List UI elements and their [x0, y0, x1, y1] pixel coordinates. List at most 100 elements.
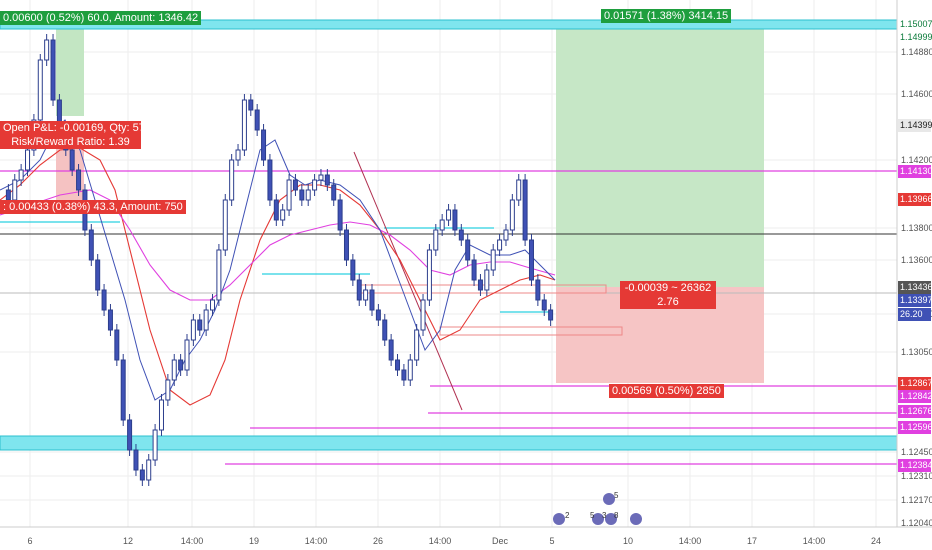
ma-red — [0, 147, 556, 406]
candle — [69, 149, 75, 171]
candle — [101, 289, 107, 311]
candle — [203, 309, 209, 331]
candle — [37, 59, 43, 121]
time-tick-label: Dec — [491, 536, 509, 546]
history-target-label: 0.00600 (0.52%) 60.0, Amount: 1346.42 — [0, 11, 202, 25]
candle — [139, 469, 145, 481]
price-tick-label: 1.13800 — [901, 223, 932, 233]
candle — [120, 359, 126, 421]
candle — [388, 339, 394, 361]
candle — [484, 269, 490, 291]
candle — [477, 279, 483, 291]
candle — [248, 99, 254, 111]
candle — [50, 39, 56, 101]
price-tick-label: 1.12450 — [901, 447, 932, 457]
time-tick-label: 12 — [122, 536, 134, 546]
candle — [312, 179, 318, 191]
candle — [414, 329, 420, 361]
candle — [433, 229, 439, 251]
candle — [497, 239, 503, 251]
time-tick-label: 14:00 — [180, 536, 204, 546]
price-tick-label: 1.13600 — [901, 255, 932, 265]
candle — [286, 179, 292, 211]
time-tick-label: 14:00 — [802, 536, 826, 546]
price-tag: 1.12596 — [898, 421, 932, 434]
candle — [299, 189, 305, 201]
candle — [158, 399, 164, 431]
support-band — [0, 435, 898, 451]
price-tag: 1.14399 — [898, 119, 932, 132]
candle — [535, 279, 541, 301]
candle — [458, 229, 464, 241]
time-tick-label: 5 — [549, 536, 555, 546]
candle — [152, 429, 158, 461]
event-flag-icon — [553, 513, 565, 525]
candle — [261, 129, 267, 161]
candle — [241, 99, 247, 151]
candle — [95, 259, 101, 291]
price-axis — [897, 0, 932, 527]
candle — [375, 309, 381, 321]
candle — [426, 249, 432, 301]
event-flag-icon — [603, 493, 615, 505]
event-flag-icon — [592, 513, 604, 525]
candle — [331, 184, 337, 201]
event-count[interactable]: 2 — [565, 511, 570, 520]
history-stop-label: : 0.00433 (0.38%) 43.3, Amount: 750 — [0, 200, 186, 214]
candle — [25, 149, 31, 171]
candle — [178, 359, 184, 371]
candle — [509, 199, 515, 231]
candle — [184, 339, 190, 371]
event-count[interactable]: 5 — [590, 511, 595, 520]
candle — [446, 209, 452, 221]
price-tag: 1.12867 — [898, 377, 932, 390]
candle — [127, 419, 133, 451]
event-count[interactable]: 5 — [614, 491, 619, 500]
stop-label: 0.00569 (0.50%) 2850 — [609, 384, 724, 398]
candle — [5, 189, 11, 201]
candle — [503, 229, 509, 241]
candle — [18, 169, 24, 181]
price-tick-label: 1.12170 — [901, 495, 932, 505]
position-ratio-text: 2.76 — [657, 296, 679, 308]
candle — [254, 109, 260, 131]
ma-blue — [0, 119, 556, 401]
candle — [490, 249, 496, 271]
candle — [190, 319, 196, 341]
candle — [401, 369, 407, 381]
candle — [407, 359, 413, 381]
candle — [222, 199, 228, 251]
event-flag-icon — [630, 513, 642, 525]
candle — [528, 239, 534, 281]
price-tick-label: 1.12310 — [901, 471, 932, 481]
price-tag: 1.14130 — [898, 165, 932, 178]
price-tag: 1.13397 — [898, 294, 932, 307]
candle — [171, 359, 177, 381]
candle — [324, 174, 330, 186]
price-tag: 1.13966 — [898, 193, 932, 206]
time-axis — [0, 527, 932, 550]
event-icons — [553, 493, 642, 525]
event-count[interactable]: 3 — [602, 511, 607, 520]
candle — [343, 229, 349, 261]
candle — [165, 379, 171, 401]
candle — [197, 319, 203, 331]
price-tag: 1.14999 — [898, 31, 932, 44]
open-pl-text: Open P&L: -0.00169, Qty: 57736 — [3, 122, 164, 134]
profit-zone — [556, 24, 764, 287]
candle — [350, 259, 356, 281]
candle — [12, 179, 18, 201]
event-flag-icon — [605, 513, 617, 525]
time-tick-label: 14:00 — [304, 536, 328, 546]
trend-line — [353, 151, 463, 411]
event-count[interactable]: 8 — [614, 511, 619, 520]
candles — [5, 34, 554, 486]
candle — [382, 319, 388, 341]
candle — [273, 199, 279, 221]
candle — [133, 449, 139, 471]
candle — [420, 299, 426, 331]
candle — [516, 179, 522, 201]
position-pl-text: -0.00039 ~ 26362 — [624, 282, 712, 294]
candle — [522, 179, 528, 241]
